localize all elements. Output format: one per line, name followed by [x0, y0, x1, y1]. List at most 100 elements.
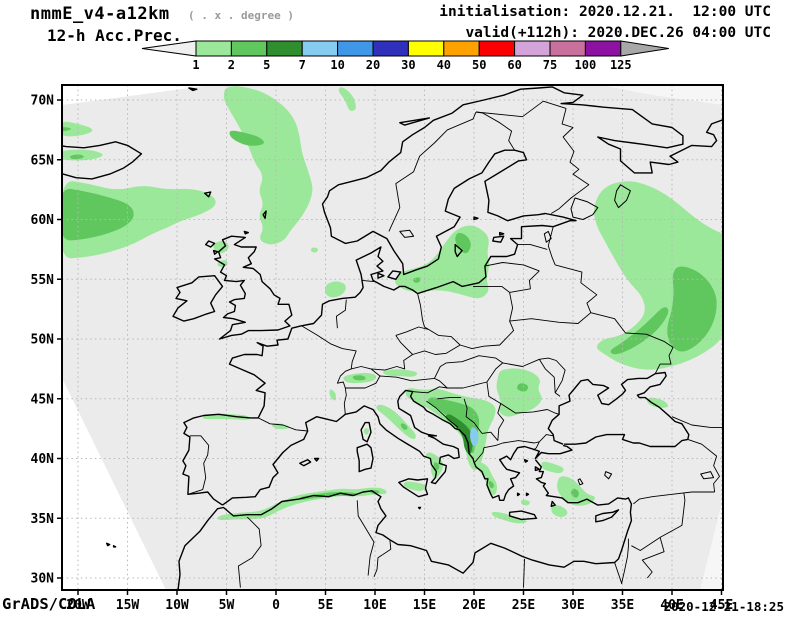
border-line — [502, 440, 540, 444]
precip-region-ge1 — [491, 511, 527, 524]
coastline — [564, 433, 688, 448]
x-tick-label: 15E — [413, 598, 436, 613]
colorbar-level-label: 20 — [366, 58, 380, 72]
border-line — [641, 537, 665, 579]
colorbar-level-label: 7 — [299, 58, 306, 72]
precip-region-ge2 — [413, 277, 421, 283]
plot-timestamp: 2020-12-21-18:25 — [663, 599, 784, 614]
island-coastline — [112, 545, 117, 548]
colorbar-segment — [195, 40, 232, 57]
lake-outline — [700, 471, 715, 480]
island-coastline — [262, 210, 267, 219]
island-coastline — [356, 443, 374, 473]
island-coastline — [205, 240, 216, 248]
island-coastline — [523, 459, 529, 463]
precip-region-ge1 — [376, 404, 416, 440]
border-line — [500, 403, 560, 415]
border-line — [533, 441, 540, 451]
precip-region-ge1 — [223, 86, 313, 245]
border-line — [459, 285, 515, 350]
x-tick-label: 35E — [611, 598, 634, 613]
border-line — [555, 264, 598, 313]
colorbar-segment — [478, 40, 516, 57]
precip-layer — [62, 86, 723, 524]
island-coastline — [525, 492, 530, 497]
valid-time: valid(+112h): 2020.DEC.26 04:00 UTC — [465, 25, 771, 41]
x-tick-label: 20E — [462, 598, 485, 613]
domain-edge-wedge — [700, 498, 723, 590]
grid-resolution-note: ( . x . degree ) — [188, 9, 294, 22]
precip-region-ge2 — [352, 375, 366, 381]
precip-region-ge2 — [229, 130, 264, 146]
axes: 20W 15W 10W 5W 0 5E 10E 15E 20E 25E 30E 35E 40E 45E 70… — [31, 94, 734, 614]
border-line — [475, 100, 567, 118]
island-coastline — [360, 421, 372, 443]
colorbar-over-arrow — [620, 40, 669, 57]
y-tick-label: 50N — [31, 333, 55, 348]
precip-region-ge2 — [571, 488, 579, 498]
border-line — [517, 244, 548, 250]
border-line — [301, 325, 357, 369]
y-tick-label: 55N — [31, 273, 55, 288]
island-coastline — [243, 230, 249, 235]
border-line — [483, 442, 503, 449]
border-line — [379, 375, 435, 382]
coastline — [177, 459, 633, 590]
coastline — [222, 389, 573, 506]
precip-region-ge1 — [496, 368, 542, 417]
precip-region-ge1 — [551, 504, 568, 518]
colorbar-level-label: 30 — [401, 58, 415, 72]
colorbar-level-label: 75 — [543, 58, 557, 72]
island-coastline — [399, 117, 431, 126]
border-line — [373, 539, 392, 577]
border-line — [484, 262, 540, 272]
coastline — [182, 86, 723, 506]
x-tick-label: 5E — [318, 598, 334, 613]
precip-region-ge1 — [363, 428, 370, 435]
border-line — [187, 435, 210, 495]
island-coastline — [62, 141, 143, 180]
grads-credit: GrADS/COLA — [2, 595, 96, 613]
colorbar: 1 2 5 7 10 20 30 40 50 60 75 100 125 — [141, 40, 669, 72]
island-coastline — [534, 466, 540, 472]
y-tick-label: 65N — [31, 153, 55, 168]
border-line — [411, 386, 448, 394]
border-line — [370, 354, 413, 371]
precip-region-ge5 — [445, 414, 473, 455]
precip-region-ge2 — [69, 154, 84, 160]
precip-region-ge1 — [647, 397, 669, 408]
precip-region-ge1 — [311, 247, 318, 253]
colorbar-segment — [301, 40, 339, 57]
border-line — [426, 400, 459, 428]
lake-outline — [570, 197, 599, 220]
border-line — [433, 355, 504, 389]
graticule — [62, 85, 723, 590]
island-coastline — [508, 510, 538, 521]
precip-region-ge1 — [62, 121, 93, 137]
island-coastline — [499, 231, 505, 236]
border-line — [631, 537, 661, 551]
island-coastline — [213, 235, 293, 340]
colorbar-segment — [230, 40, 268, 57]
domain-edge-wedge — [62, 85, 212, 105]
lake-outline — [614, 184, 631, 209]
lake-outline — [577, 478, 584, 486]
colorbar-level-label: 50 — [472, 58, 486, 72]
border-line — [343, 387, 347, 415]
lake-outline — [543, 230, 552, 243]
island-coastline — [212, 249, 219, 255]
island-coastline — [516, 492, 521, 497]
precip-region-ge2 — [62, 188, 134, 241]
colorbar-level-label: 10 — [330, 58, 344, 72]
precip-region-ge1 — [324, 281, 346, 298]
border-line — [550, 108, 590, 214]
colorbar-segment — [372, 40, 409, 57]
y-tick-label: 35N — [31, 512, 55, 527]
coastline — [547, 371, 690, 445]
colorbar-level-label: 2 — [228, 58, 235, 72]
colorbar-segment — [337, 40, 374, 57]
y-tick-label: 60N — [31, 213, 55, 228]
border-line — [388, 111, 477, 232]
island-coastline — [377, 272, 385, 279]
colorbar-segment — [514, 40, 551, 57]
